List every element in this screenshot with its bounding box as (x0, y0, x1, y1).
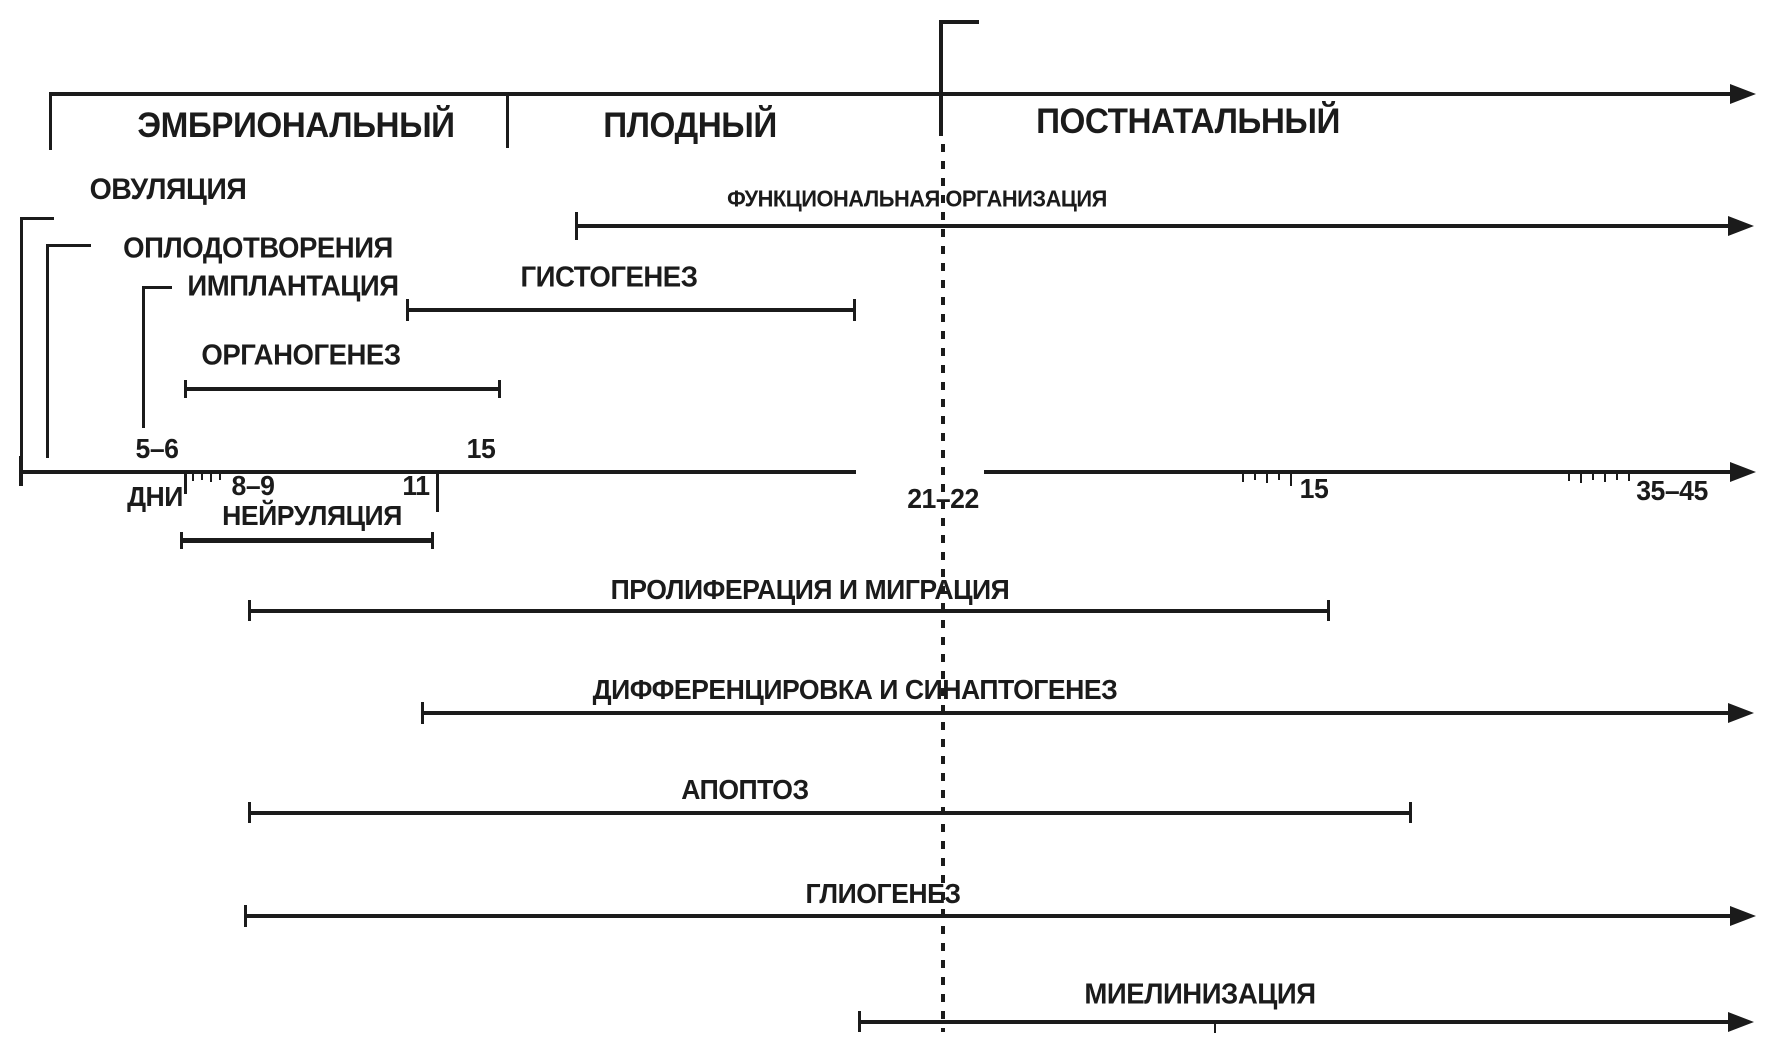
period-line (50, 92, 1734, 96)
proliferation-migration-bar (249, 609, 1329, 613)
birth-pole-top-stub (939, 20, 979, 24)
process-label-neurulation: НЕЙРУЛЯЦИЯ (222, 500, 402, 531)
axis-label-8-9: 8–9 (231, 470, 275, 501)
organogenesis-bar-right-tick (498, 380, 501, 398)
time-axis-right-segment (984, 470, 1734, 474)
process-label-myelination: МИЕЛИНИЗАЦИЯ (1084, 978, 1316, 1011)
scan-mark (1266, 474, 1268, 483)
axis-label-5-6: 5–6 (135, 433, 179, 464)
implantation-bracket-line (142, 286, 145, 428)
scan-mark (1628, 474, 1630, 481)
myelination-arrowhead-icon (1728, 1012, 1754, 1032)
embryonic-fetal-divider-tick (506, 92, 509, 148)
scan-mark (1254, 474, 1256, 480)
axis-label-35-45: 35–45 (1636, 475, 1708, 506)
scan-mark (1242, 474, 1244, 482)
neurulation-bar (181, 538, 434, 543)
scan-mark (1616, 474, 1618, 480)
time-axis-arrowhead-icon (1730, 462, 1756, 482)
functional-organization-left-tick (575, 212, 578, 240)
ovulation-bracket-line (20, 217, 23, 486)
differentiation-synaptogenesis-bar (422, 711, 1732, 715)
process-label-organogenesis: ОРГАНОГЕНЕЗ (201, 339, 401, 372)
period-line-arrowhead-icon (1730, 84, 1756, 104)
functional-organization-arrowhead-icon (1728, 216, 1754, 236)
event-label-implantation: ИМПЛАНТАЦИЯ (187, 270, 399, 303)
gliogenesis-bar (245, 914, 1734, 918)
process-label-differentiation-synaptogenesis: ДИФФЕРЕНЦИРОВКА И СИНАПТОГЕНЕЗ (592, 674, 1118, 705)
scan-mark (1278, 474, 1280, 480)
proliferation-migration-right-tick (1327, 600, 1330, 621)
period-label-postnatal: ПОСТНАТАЛЬНЫЙ (1036, 102, 1340, 141)
event-label-ovulation: ОВУЛЯЦИЯ (89, 173, 247, 206)
axis-label-11: 11 (402, 470, 430, 501)
scan-mark (1580, 474, 1582, 483)
axis-label-15-embryonic: 15 (466, 433, 496, 464)
gliogenesis-left-tick (244, 905, 247, 927)
scan-mark (219, 474, 221, 480)
myelination-left-tick (858, 1011, 861, 1032)
neurulation-bar-right-tick (431, 532, 434, 549)
process-label-functional-organization: ФУНКЦИОНАЛЬНАЯ ОРГАНИЗАЦИЯ (727, 185, 1107, 212)
histogenesis-bar-right-tick (853, 299, 856, 321)
apoptosis-bar (249, 811, 1411, 815)
myelination-minor-tick (1214, 1022, 1216, 1033)
axis-label-21-22-birth: 21–22 (907, 483, 979, 514)
birth-pole-line (939, 20, 943, 136)
scan-mark (210, 474, 212, 482)
time-axis-tick-day8 (184, 472, 187, 494)
gliogenesis-arrowhead-icon (1730, 906, 1756, 926)
apoptosis-right-tick (1409, 802, 1412, 823)
fertilization-bracket-line (46, 244, 49, 458)
scan-mark (192, 474, 194, 481)
neurulation-bar-left-tick (180, 532, 183, 549)
organogenesis-bar (185, 387, 500, 391)
event-label-fertilization: ОПЛОДОТВОРЕНИЯ (123, 232, 393, 265)
organogenesis-bar-left-tick (184, 380, 187, 398)
process-label-proliferation-migration: ПРОЛИФЕРАЦИЯ И МИГРАЦИЯ (610, 574, 1010, 605)
time-axis-tick-day11 (436, 472, 439, 512)
proliferation-migration-left-tick (248, 600, 251, 621)
birth-dotted-reference-line (941, 144, 945, 1032)
period-label-embryonic: ЭМБРИОНАЛЬНЫЙ (137, 106, 455, 145)
time-axis-start-tick (19, 456, 22, 486)
period-line-start-tick (49, 92, 52, 150)
implantation-bracket-stub (142, 286, 172, 289)
scan-mark (1604, 474, 1606, 482)
process-label-apoptosis: АПОПТОЗ (681, 774, 809, 805)
scan-mark (1592, 474, 1594, 480)
myelination-bar (859, 1020, 1732, 1024)
histogenesis-bar (407, 308, 855, 312)
histogenesis-bar-left-tick (406, 299, 409, 321)
axis-label-15-postnatal: 15 (1299, 473, 1329, 504)
differentiation-synaptogenesis-arrowhead-icon (1728, 703, 1754, 723)
fertilization-bracket-stub (46, 244, 91, 247)
process-label-histogenesis: ГИСТОГЕНЕЗ (520, 261, 698, 294)
ovulation-bracket-stub (20, 217, 54, 220)
scan-mark (1290, 474, 1292, 486)
process-label-gliogenesis: ГЛИОГЕНЕЗ (805, 878, 961, 909)
apoptosis-left-tick (248, 802, 251, 823)
period-label-fetal: ПЛОДНЫЙ (603, 106, 777, 145)
axis-unit-label-days: ДНИ (127, 481, 183, 512)
differentiation-synaptogenesis-left-tick (421, 702, 424, 724)
scan-mark (1568, 474, 1570, 481)
functional-organization-line (576, 224, 1732, 228)
scan-mark (201, 474, 203, 480)
